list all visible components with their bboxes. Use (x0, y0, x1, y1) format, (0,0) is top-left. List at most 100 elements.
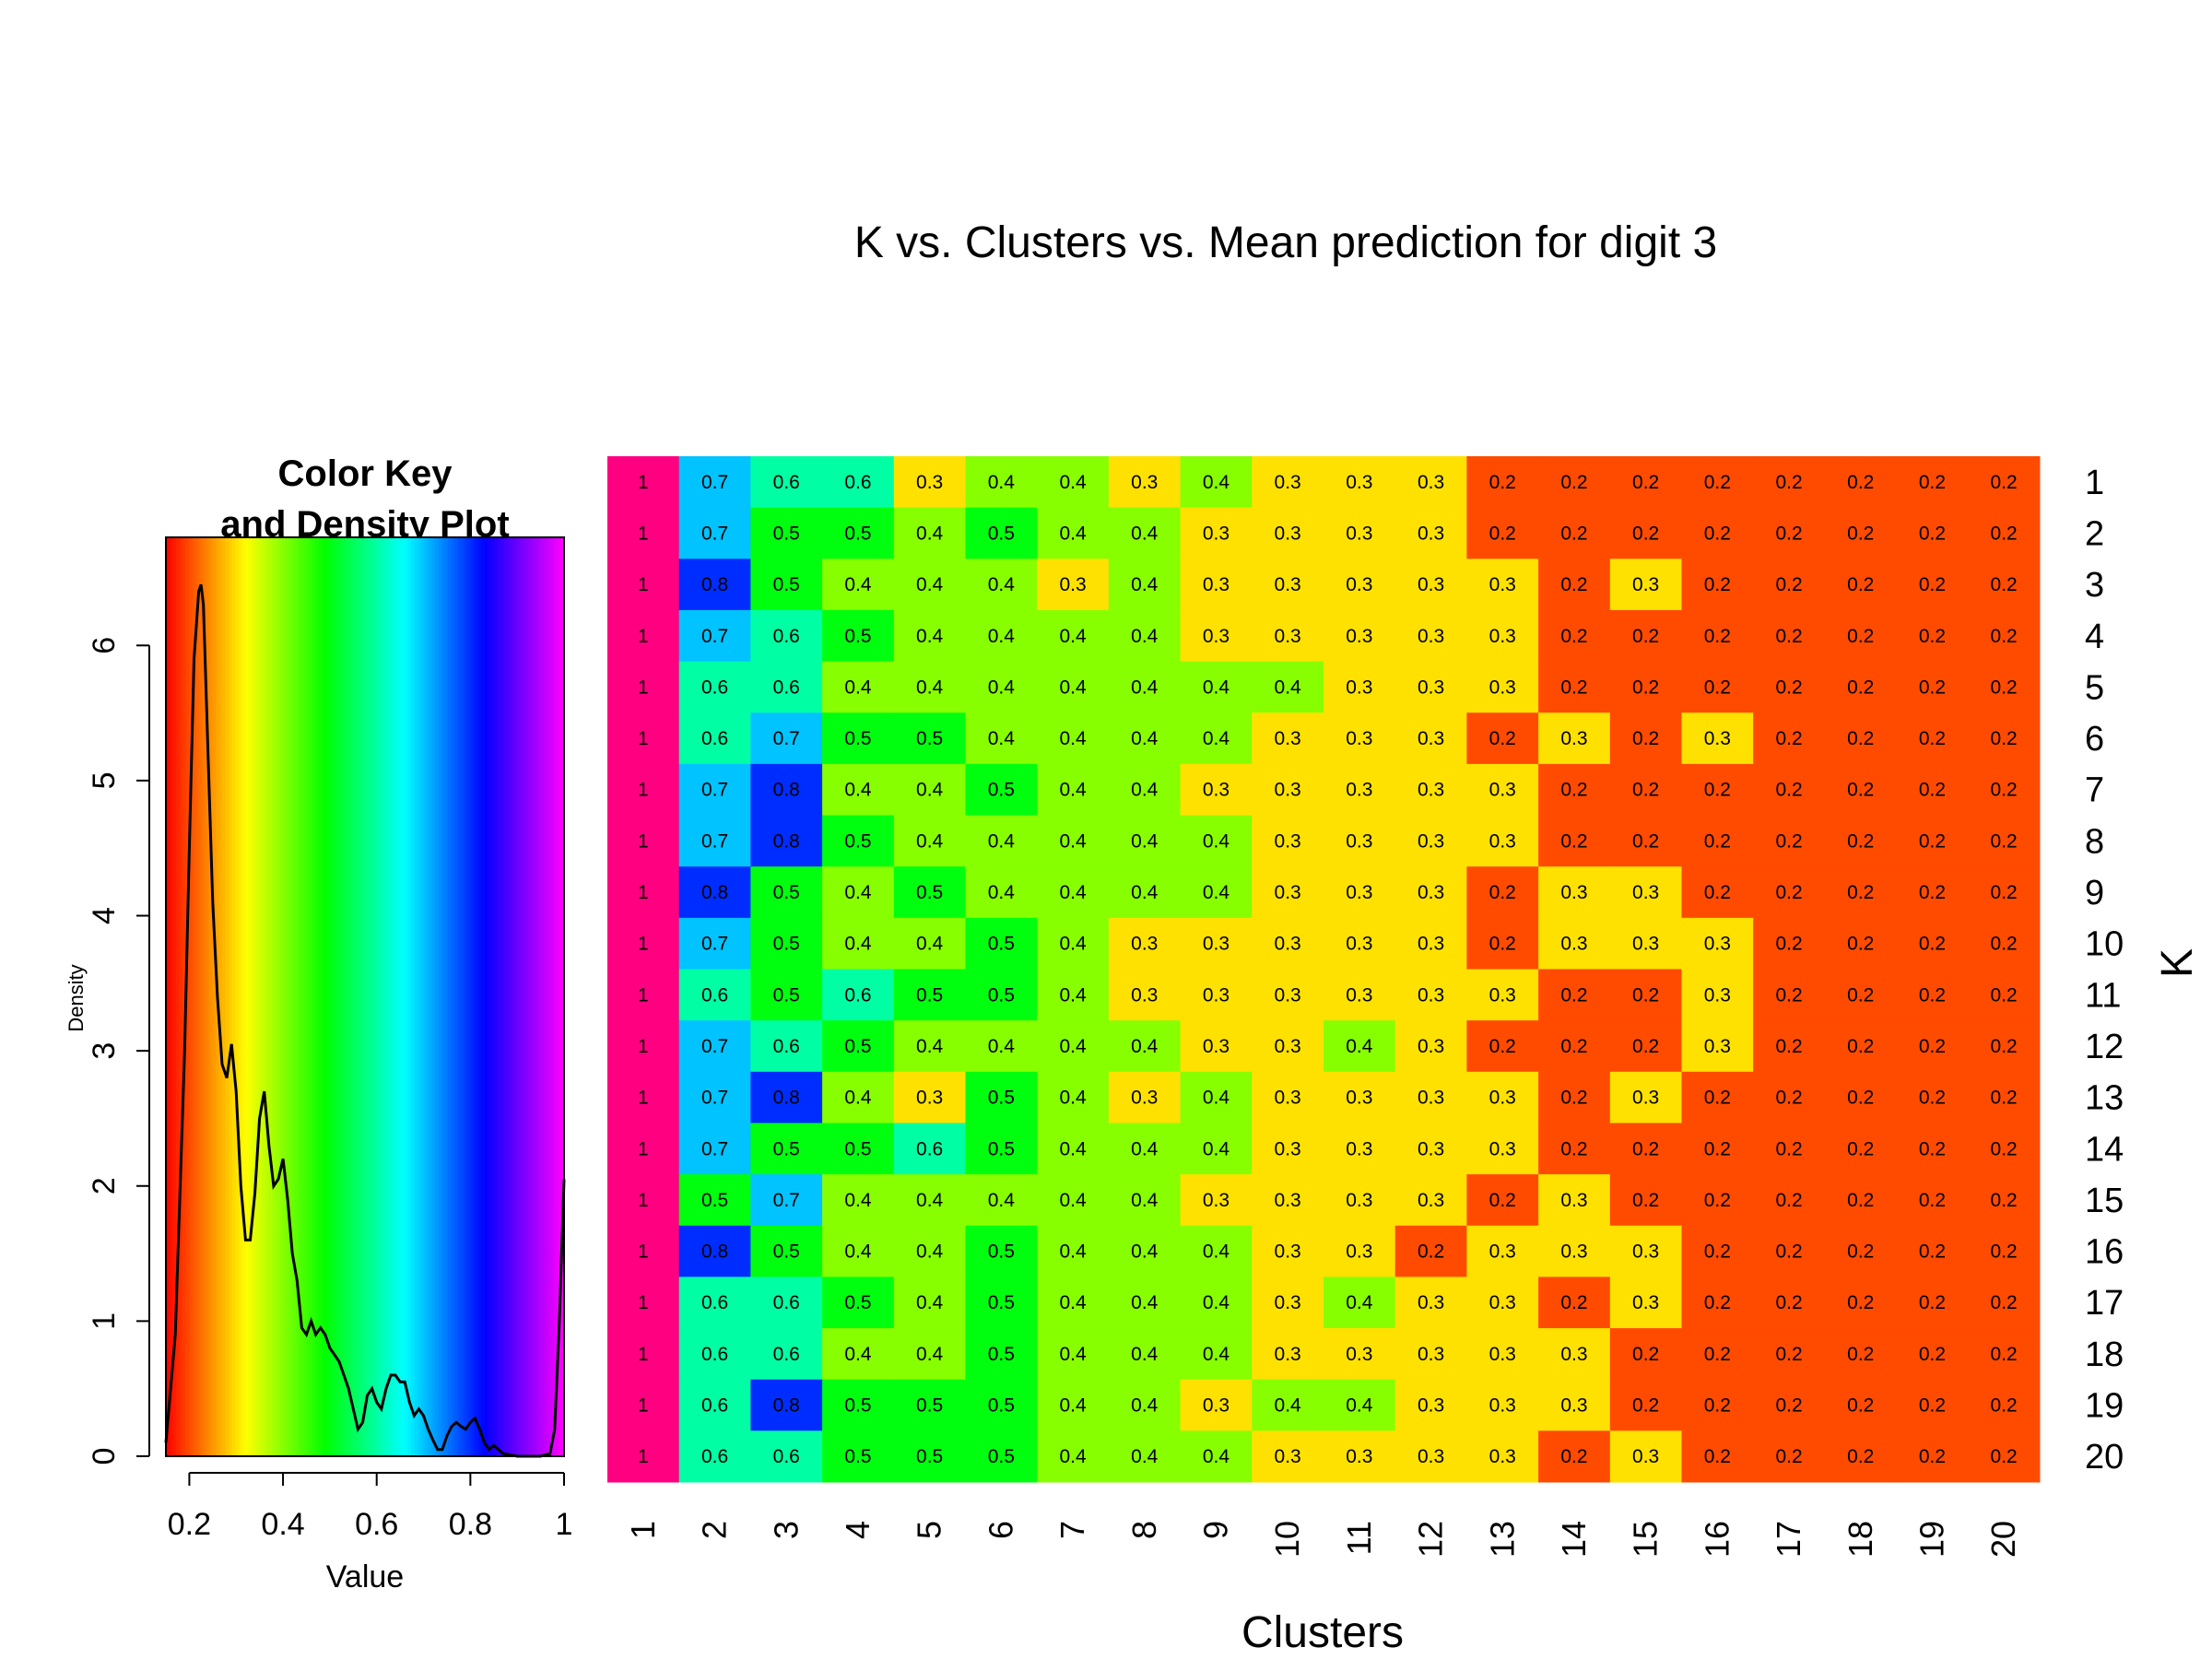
heatmap-cell-label: 0.3 (1275, 523, 1301, 544)
color-key-band (332, 537, 336, 1456)
heatmap-cell (1968, 507, 2041, 559)
heatmap-cell (1753, 1379, 1826, 1431)
color-key-band (534, 537, 538, 1456)
heatmap-cell (1968, 1379, 2041, 1431)
heatmap-cell-label: 0.5 (844, 1292, 871, 1313)
heatmap-cell (1609, 661, 1682, 713)
heatmap-cell (1324, 1071, 1396, 1124)
heatmap-x-tick-label: 6 (982, 1521, 1019, 1539)
heatmap-cell-label: 0.4 (844, 1088, 872, 1109)
heatmap-cell (1538, 1020, 1611, 1073)
heatmap-cell-label: 0.3 (1632, 882, 1659, 903)
heatmap-cell-label: 0.3 (1560, 882, 1587, 903)
heatmap-cell (822, 507, 895, 559)
heatmap-cell (1968, 969, 2041, 1021)
heatmap-cell-label: 0.3 (1346, 1138, 1372, 1159)
heatmap-cell (1466, 661, 1539, 713)
heatmap-cell-label: 0.4 (1203, 728, 1230, 749)
color-key-band (394, 537, 399, 1456)
heatmap-cell-label: 0.5 (773, 574, 800, 595)
heatmap-cell-label: 0.5 (916, 1446, 943, 1467)
heatmap-y-tick-label: 7 (2085, 771, 2104, 810)
heatmap-cell (1824, 917, 1898, 970)
heatmap-cell-label: 0.2 (1847, 574, 1874, 595)
heatmap-cell-label: 0.3 (1131, 984, 1158, 1006)
heatmap-cell (1466, 917, 1539, 970)
heatmap-cell-label: 0.2 (1847, 984, 1874, 1006)
heatmap-cell-label: 0.2 (1775, 1190, 1802, 1211)
heatmap-y-tick-label: 8 (2085, 822, 2104, 861)
heatmap-cell (678, 1430, 751, 1483)
heatmap-cell-label: 0.4 (1059, 780, 1087, 801)
color-key-band (384, 537, 389, 1456)
heatmap-cell-label: 0.4 (1059, 830, 1087, 852)
heatmap-cell (1896, 1277, 1969, 1329)
color-key-band (361, 537, 366, 1456)
heatmap-cell-label: 0.3 (1632, 574, 1659, 595)
heatmap-cell-label: 0.4 (1059, 1190, 1087, 1211)
heatmap-cell-label: 0.3 (1632, 1446, 1659, 1467)
color-key-band (355, 537, 359, 1456)
heatmap-cell (965, 917, 1038, 970)
heatmap-cell-label: 0.2 (1775, 934, 1802, 955)
heatmap-cell (1681, 969, 1754, 1021)
heatmap-cell (1824, 1071, 1898, 1124)
heatmap-cell (1538, 969, 1611, 1021)
heatmap-cell-label: 0.7 (701, 472, 728, 493)
heatmap-cell-label: 0.4 (1131, 830, 1159, 852)
heatmap-cell-label: 0.2 (1560, 626, 1587, 647)
heatmap-cell (1824, 763, 1898, 817)
heatmap-cell (822, 815, 895, 867)
heatmap-cell-label: 0.5 (988, 1241, 1015, 1263)
heatmap-cell (1180, 456, 1253, 509)
heatmap-cell-label: 0.2 (1775, 626, 1802, 647)
heatmap-cell-label: 0.7 (701, 934, 728, 955)
heatmap-cell (1896, 507, 1969, 559)
heatmap-cell (1180, 609, 1253, 663)
color-key-band (268, 537, 273, 1456)
heatmap-cell (1968, 1277, 2041, 1329)
heatmap-cell (750, 917, 823, 970)
color-key-band (241, 537, 246, 1456)
color-key-band (169, 537, 173, 1456)
heatmap-cell-label: 0.2 (1991, 882, 2018, 903)
heatmap-cell (1324, 507, 1396, 559)
heatmap-cell (1466, 1174, 1539, 1227)
color-key-band (305, 537, 310, 1456)
heatmap-x-tick-label: 11 (1340, 1521, 1378, 1555)
heatmap-cell (1968, 815, 2041, 867)
heatmap-cell (1466, 1379, 1539, 1431)
heatmap-cell-label: 0.7 (701, 1036, 728, 1057)
heatmap-cell-label: 0.2 (1775, 1138, 1802, 1159)
heatmap-cell-label: 0.2 (1919, 984, 1946, 1006)
heatmap-cell-label: 0.3 (1489, 574, 1516, 595)
heatmap-cell-label: 0.5 (773, 882, 800, 903)
heatmap-cell-label: 0.3 (1418, 1446, 1444, 1467)
heatmap-cell-label: 0.3 (1418, 1344, 1444, 1365)
heatmap-cell (750, 763, 823, 817)
heatmap-cell (678, 866, 751, 919)
heatmap-cell (607, 1174, 680, 1227)
color-key-band (206, 537, 210, 1456)
heatmap-cell-label: 0.2 (1919, 1138, 1946, 1159)
heatmap-cell-label: 0.2 (1632, 1395, 1659, 1417)
color-key-band (308, 537, 312, 1456)
heatmap-cell-label: 0.2 (1560, 1292, 1587, 1313)
heatmap-cell-label: 0.5 (773, 1138, 800, 1159)
heatmap-cell (1824, 456, 1898, 509)
heatmap-cell-label: 0.2 (1991, 1344, 2018, 1365)
heatmap-cell (1538, 1174, 1611, 1227)
heatmap-cell-label: 0.2 (1847, 1088, 1874, 1109)
heatmap-cell-label: 0.3 (1131, 934, 1158, 955)
heatmap-cell (750, 661, 823, 713)
heatmap-cell-label: 0.4 (1059, 523, 1087, 544)
heatmap-cell (1394, 712, 1467, 765)
heatmap-cell-label: 0.4 (916, 1292, 944, 1313)
heatmap-cell-label: 0.2 (1704, 472, 1731, 493)
heatmap-cell (678, 712, 751, 765)
color-key-y-label: Density (65, 964, 88, 1031)
heatmap-cell (1180, 1123, 1253, 1175)
heatmap-cell (1538, 815, 1611, 867)
heatmap-cell-label: 0.2 (1704, 1241, 1731, 1263)
heatmap-cell (1753, 712, 1826, 765)
